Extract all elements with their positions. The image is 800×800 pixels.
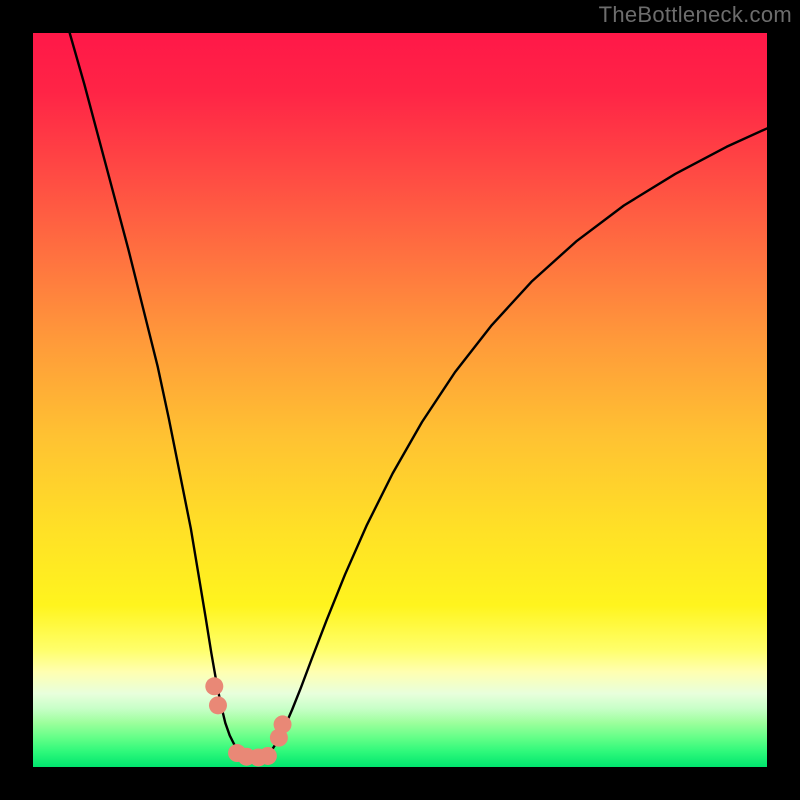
- data-marker: [209, 696, 227, 714]
- gradient-background: [33, 33, 767, 767]
- watermark-text: TheBottleneck.com: [599, 2, 792, 28]
- bottleneck-chart: [33, 33, 767, 767]
- data-marker: [205, 677, 223, 695]
- data-marker: [259, 747, 277, 765]
- plot-area: [33, 33, 767, 767]
- chart-frame: TheBottleneck.com: [0, 0, 800, 800]
- data-marker: [274, 715, 292, 733]
